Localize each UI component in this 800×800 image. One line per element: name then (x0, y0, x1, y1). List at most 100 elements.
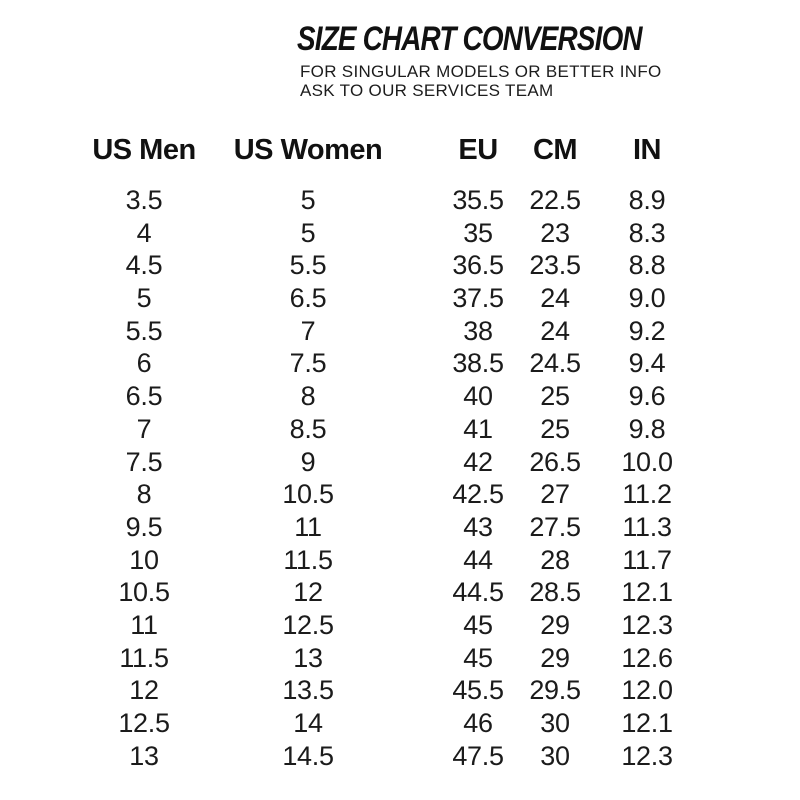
column-header-cm: CM (532, 134, 578, 166)
size-cell: 13 (293, 642, 323, 673)
size-cell: 10.0 (621, 446, 673, 477)
size-cell: 35.5 (452, 185, 504, 215)
size-cell: 47.5 (452, 740, 504, 771)
size-cell: 11 (294, 511, 322, 542)
size-cell: 11 (130, 609, 158, 640)
size-cell: 30 (540, 740, 570, 771)
size-cell: 45 (463, 642, 493, 673)
column-header-in: IN (632, 134, 662, 166)
size-cell: 12.3 (621, 609, 673, 640)
size-cell: 12.1 (621, 708, 673, 738)
size-cell: 43 (463, 511, 493, 542)
size-cell: 9 (300, 446, 316, 477)
size-cell: 22.5 (529, 185, 581, 215)
size-cell: 5.5 (289, 250, 327, 281)
size-cell: 10.5 (118, 577, 170, 608)
column-header-us-men: US Men (92, 134, 196, 166)
size-cell: 27.5 (529, 511, 581, 542)
size-cell: 44.5 (452, 577, 504, 608)
size-cell: 13 (129, 740, 159, 771)
size-cell: 35 (463, 217, 493, 248)
size-cell: 38.5 (452, 348, 504, 379)
column-in: IN 8.9 8.3 8.8 9.0 9.2 9.4 9.6 9.8 10.0 11.2 11.3 11… (621, 128, 673, 772)
size-cell: 13.5 (282, 675, 334, 706)
size-cell: 11.5 (119, 642, 169, 673)
size-cell: 40 (463, 381, 493, 412)
size-cell: 12.3 (621, 740, 673, 771)
size-cell: 42 (463, 446, 493, 477)
size-cell: 37.5 (452, 283, 504, 314)
size-cell: 23 (540, 217, 570, 248)
size-cell: 12.0 (621, 675, 673, 706)
size-cell: 42.5 (452, 479, 504, 510)
size-cell: 12.1 (621, 577, 673, 608)
size-cell: 9.0 (628, 283, 666, 314)
column-us-women: US Women 5 5 5.5 6.5 7 7.5 8 8.5 9 10.5 11 11.5 12 12.… (234, 128, 383, 772)
size-cell: 28.5 (529, 577, 581, 608)
size-cell: 26.5 (529, 446, 581, 477)
size-cell: 4 (136, 217, 152, 248)
size-cell: 9.8 (628, 413, 666, 444)
column-us-men: US Men 3.5 4 4.5 5 5.5 6 6.5 7 7.5 8 9.5 10 10.5 11 11.… (92, 128, 196, 772)
size-cell: 12 (293, 577, 323, 608)
size-cell: 28 (540, 544, 570, 575)
size-cell: 3.5 (125, 185, 163, 215)
size-cell: 30 (540, 708, 570, 738)
subtitle-line-2: ASK TO OUR SERVICES TEAM (300, 81, 554, 100)
size-cell: 6.5 (289, 283, 327, 314)
size-cell: 8.9 (628, 185, 666, 215)
size-cell: 36.5 (452, 250, 504, 281)
size-cell: 8.5 (289, 413, 327, 444)
size-cell: 9.5 (125, 511, 163, 542)
size-cell: 7.5 (125, 446, 163, 477)
size-cell: 25 (540, 381, 570, 412)
size-cell: 9.4 (628, 348, 666, 379)
size-cell: 5 (300, 217, 316, 248)
column-header-us-women: US Women (233, 134, 383, 166)
size-cell: 11.3 (622, 511, 672, 542)
size-cell: 6.5 (125, 381, 163, 412)
size-cell: 24.5 (529, 348, 581, 379)
size-cell: 41 (463, 413, 493, 444)
size-cell: 45.5 (452, 675, 504, 706)
size-cell: 12 (129, 675, 159, 706)
size-cell: 46 (463, 708, 493, 738)
size-cell: 14.5 (282, 740, 334, 771)
size-cell: 24 (540, 283, 570, 314)
size-cell: 5.5 (125, 315, 163, 346)
size-cell: 9.2 (628, 315, 666, 346)
size-cell: 14 (293, 708, 323, 738)
size-cell: 4.5 (125, 250, 163, 281)
size-cell: 27 (540, 479, 570, 510)
column-eu: EU 35.5 35 36.5 37.5 38 38.5 40 41 42 42.5 43 44 44.5… (452, 128, 504, 772)
size-cell: 8.3 (628, 217, 666, 248)
size-cell: 7 (300, 315, 316, 346)
size-cell: 25 (540, 413, 570, 444)
size-cell: 5 (136, 283, 152, 314)
size-cell: 29 (540, 642, 570, 673)
size-cell: 10 (129, 544, 159, 575)
size-cell: 7.5 (289, 348, 327, 379)
size-cell: 9.6 (628, 381, 666, 412)
size-cell: 38 (463, 315, 493, 346)
size-cell: 12.5 (282, 609, 334, 640)
subtitle-line-1: FOR SINGULAR MODELS OR BETTER INFO (300, 62, 662, 81)
size-cell: 8.8 (628, 250, 666, 281)
size-cell: 23.5 (529, 250, 581, 281)
size-cell: 12.6 (621, 642, 673, 673)
column-cm: CM 22.5 23 23.5 24 24 24.5 25 25 26.5 27 27.5 28 28.5… (529, 128, 581, 772)
size-cell: 8 (136, 479, 152, 510)
page-title: SIZE CHART CONVERSION (297, 20, 643, 58)
size-cell: 11.5 (283, 544, 333, 575)
column-header-eu: EU (458, 134, 498, 166)
size-cell: 10.5 (282, 479, 334, 510)
size-cell: 29 (540, 609, 570, 640)
size-cell: 44 (463, 544, 493, 575)
size-cell: 8 (300, 381, 316, 412)
size-cell: 6 (136, 348, 152, 379)
size-cell: 5 (300, 185, 316, 215)
size-cell: 11.7 (622, 544, 672, 575)
size-cell: 12.5 (118, 708, 170, 738)
